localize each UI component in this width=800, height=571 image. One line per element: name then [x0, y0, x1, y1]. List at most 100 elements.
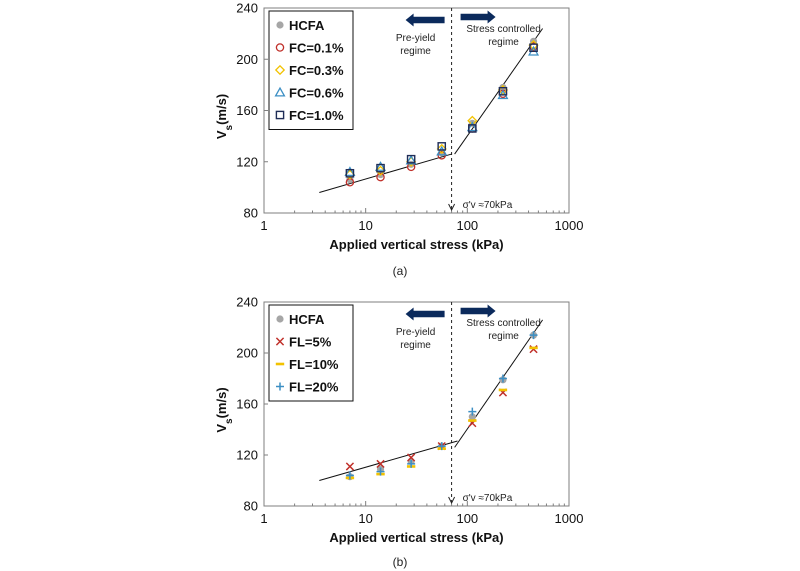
data-point	[468, 124, 477, 133]
x-tick-label: 1000	[555, 218, 584, 233]
data-point	[437, 142, 447, 151]
legend-entry-label: FC=0.1%	[289, 41, 344, 56]
series-hcfa	[346, 37, 538, 184]
data-point	[276, 21, 284, 29]
legend-entry-label: FL=10%	[289, 357, 339, 372]
x-tick-label: 1	[260, 218, 267, 233]
series-fc-1-0-	[345, 43, 538, 178]
legend-entry-label: FL=20%	[289, 380, 339, 395]
yield-label: σ'v ≈70kPa	[463, 200, 513, 211]
y-tick-label: 80	[244, 206, 258, 221]
data-point	[468, 413, 476, 421]
data-point	[406, 453, 416, 462]
legend-entry-label: FC=0.3%	[289, 63, 344, 78]
legend-box	[268, 10, 354, 130]
y-tick-label: 200	[236, 346, 258, 361]
y-axis-title: Vs(m/s)	[214, 94, 235, 139]
legend: HCFA FC=0.1% FC=0.3% FC=0.6% FC=1.0%	[268, 10, 354, 130]
y-tick-label: 240	[236, 1, 258, 16]
stress-controlled-arrow	[460, 304, 496, 318]
figure-caption: (a)	[393, 264, 408, 278]
pre-yield-label: regime	[400, 46, 431, 57]
data-point	[437, 442, 446, 451]
legend-entry-label: HCFA	[289, 312, 325, 327]
pre-yield-label: Pre-yield	[396, 327, 435, 338]
series-fl-10-	[345, 346, 538, 480]
yield-arrowhead	[448, 203, 456, 212]
data-point	[436, 145, 448, 156]
legend-entry-label: FC=0.6%	[289, 86, 344, 101]
x-tick-label: 10	[358, 218, 372, 233]
data-point	[276, 382, 284, 391]
legend: HCFA FL=5% FL=10% FL=20%	[268, 304, 354, 402]
data-point	[275, 337, 285, 346]
x-axis-title: Applied vertical stress (kPa)	[329, 237, 503, 252]
x-axis-title: Applied vertical stress (kPa)	[329, 530, 503, 545]
pre-yield-label: Pre-yield	[396, 33, 435, 44]
stress-controlled-arrow	[460, 10, 496, 24]
trend-line	[454, 28, 544, 155]
stress-controlled-label: Stress controlled	[466, 318, 540, 329]
data-point	[375, 165, 386, 176]
x-tick-label: 1	[260, 511, 267, 526]
chart-panel-b: 80 120 160 200 240 1 10 100 1000 Applied vertical…	[214, 295, 583, 570]
figure-caption: (b)	[393, 555, 408, 569]
data-point	[276, 315, 284, 323]
stress-controlled-label: Stress controlled	[466, 24, 540, 35]
data-point	[345, 471, 354, 480]
data-point	[376, 163, 385, 173]
data-point	[376, 459, 385, 469]
data-point	[345, 168, 355, 178]
data-point	[344, 166, 356, 177]
pre-yield-label: regime	[400, 340, 431, 351]
y-tick-label: 240	[236, 295, 258, 310]
data-point	[375, 161, 387, 171]
data-point	[275, 110, 285, 120]
data-point	[468, 407, 477, 416]
data-point	[405, 154, 417, 165]
data-point	[376, 172, 385, 182]
legend-entry-label: FC=1.0%	[289, 108, 344, 123]
data-point	[529, 331, 538, 340]
series-fc-0-1-	[345, 42, 538, 187]
yield-label: σ'v ≈70kPa	[463, 493, 513, 504]
series-fl-20-	[345, 331, 538, 480]
x-tick-label: 1000	[555, 511, 584, 526]
y-tick-label: 200	[236, 52, 258, 67]
x-tick-label: 100	[456, 218, 478, 233]
stress-controlled-label: regime	[488, 331, 519, 342]
data-point	[407, 459, 416, 468]
x-tick-label: 100	[456, 511, 478, 526]
data-point	[346, 176, 354, 184]
data-point	[436, 143, 447, 155]
data-point	[345, 462, 355, 471]
legend-entry-label: FL=5%	[289, 335, 332, 350]
trend-line	[319, 440, 458, 481]
data-point	[376, 467, 385, 476]
data-point	[498, 374, 507, 383]
yield-arrowhead	[448, 496, 456, 505]
stress-controlled-label: regime	[488, 37, 519, 48]
x-tick-label: 10	[358, 511, 372, 526]
y-tick-label: 160	[236, 103, 258, 118]
y-tick-label: 120	[236, 154, 258, 169]
y-tick-label: 80	[244, 499, 258, 514]
series-fc-0-3-	[344, 40, 539, 180]
data-point	[274, 86, 286, 97]
legend-entry-label: HCFA	[289, 18, 325, 33]
y-tick-label: 120	[236, 448, 258, 463]
chart-panel-a: 80 120 160 200 240 1 10 100 1000 Applied vertical…	[214, 1, 583, 279]
data-point	[406, 154, 416, 164]
series-fl-5-	[345, 345, 538, 471]
data-point	[275, 43, 285, 52]
data-point	[466, 121, 478, 132]
trend-line	[319, 153, 452, 193]
data-point	[498, 86, 508, 96]
data-point	[529, 43, 538, 53]
legend-box	[268, 304, 354, 402]
data-point	[274, 64, 286, 76]
y-tick-label: 160	[236, 397, 258, 412]
pre-yield-arrow	[405, 307, 445, 321]
y-axis-title: Vs(m/s)	[214, 387, 235, 432]
